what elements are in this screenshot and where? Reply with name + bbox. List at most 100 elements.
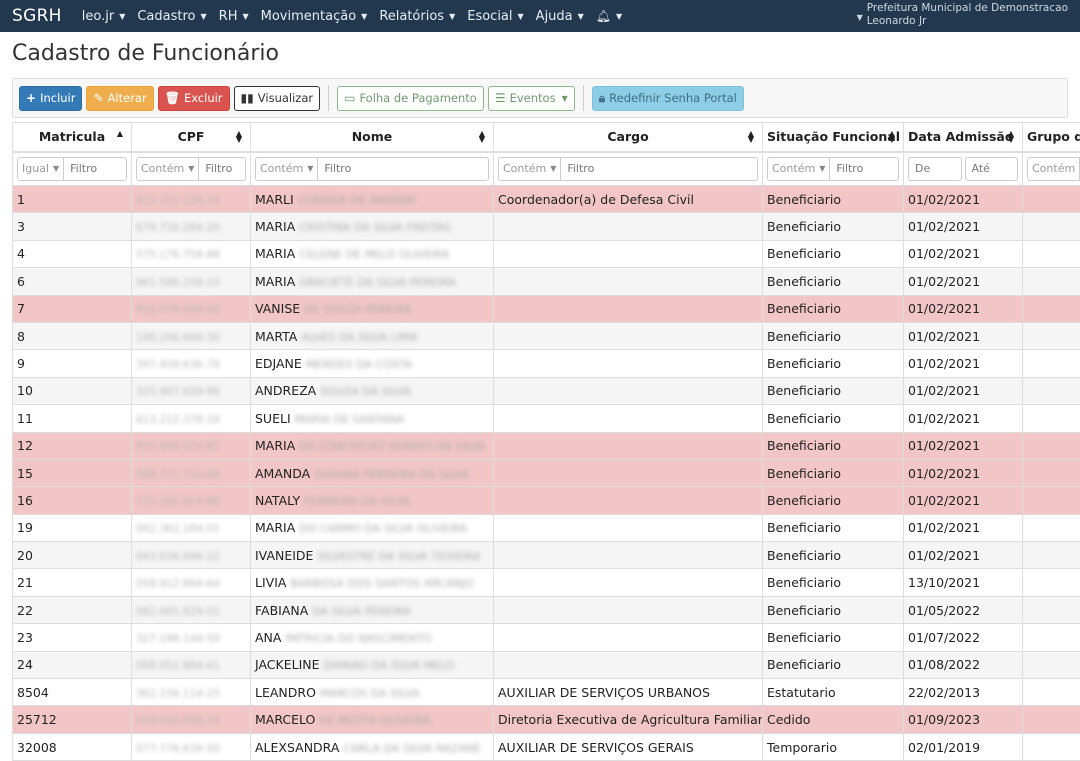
cell-grupo bbox=[1023, 514, 1080, 541]
filter-cpf-operator[interactable]: Contém▼ bbox=[137, 158, 199, 180]
header-data-admissao[interactable]: Data Admissão▲▼ bbox=[904, 123, 1023, 152]
filter-admissao-to[interactable]: Até bbox=[965, 157, 1019, 181]
cell-matricula: 20 bbox=[13, 542, 132, 569]
cell-cpf: 043.636.094-22 bbox=[132, 542, 251, 569]
menu-relatorios[interactable]: Relatórios▼ bbox=[373, 9, 461, 24]
filter-matricula-operator[interactable]: Igual ▼ bbox=[18, 158, 64, 180]
filter-situacao-cell: Contém▼Filtro bbox=[763, 152, 904, 186]
filter-nome-operator[interactable]: Contém▼ bbox=[256, 158, 318, 180]
excluir-button[interactable]: 🗑︎Excluir bbox=[158, 86, 230, 111]
cell-cargo bbox=[494, 596, 763, 623]
folha-label: Folha de Pagamento bbox=[359, 91, 476, 105]
eventos-dropdown[interactable]: ☰Eventos▼ bbox=[488, 86, 575, 111]
first-name: MARIA bbox=[255, 274, 295, 289]
cell-admissao: 01/02/2021 bbox=[904, 542, 1023, 569]
redefinir-label: Redefinir Senha Portal bbox=[609, 91, 737, 105]
menu-esocial[interactable]: Esocial▼ bbox=[461, 9, 529, 24]
cell-grupo bbox=[1023, 268, 1080, 295]
filter-matricula-input[interactable]: Filtro bbox=[64, 158, 126, 180]
filter-matricula-cell: Igual ▼ Filtro bbox=[13, 152, 132, 186]
menu-cadastro[interactable]: Cadastro▼ bbox=[131, 9, 212, 24]
cell-admissao: 01/02/2021 bbox=[904, 268, 1023, 295]
folha-pagamento-button[interactable]: ▭ Folha de Pagamento bbox=[337, 86, 484, 111]
header-grupo[interactable]: Grupo d bbox=[1023, 123, 1080, 152]
cell-admissao: 01/02/2021 bbox=[904, 487, 1023, 514]
header-nome[interactable]: Nome▲▼ bbox=[251, 123, 494, 152]
alterar-button[interactable]: ✎Alterar bbox=[86, 86, 153, 111]
cell-cpf: 008.052.884-61 bbox=[132, 651, 251, 678]
filter-cpf-input[interactable]: Filtro bbox=[199, 158, 245, 180]
menu-notifications[interactable]: 🔔︎▼ bbox=[590, 9, 628, 23]
filter-row: Igual▼Filtro Contém▼Filtro Contém▼Filtro… bbox=[13, 152, 1080, 186]
menu-rh[interactable]: RH▼ bbox=[213, 9, 255, 24]
cell-grupo bbox=[1023, 487, 1080, 514]
chevron-down-icon: ▼ bbox=[550, 164, 556, 173]
header-cpf[interactable]: CPF▲▼ bbox=[132, 123, 251, 152]
filter-cargo-operator[interactable]: Contém▼ bbox=[499, 158, 561, 180]
header-matricula[interactable]: Matricula▲ bbox=[13, 123, 132, 152]
first-name: VANISE bbox=[255, 301, 300, 316]
filter-nome-input[interactable]: Filtro bbox=[318, 158, 488, 180]
first-name: IVANEIDE bbox=[255, 548, 313, 563]
menu-ajuda[interactable]: Ajuda▼ bbox=[530, 9, 590, 24]
redefinir-senha-button[interactable]: 🔒︎Redefinir Senha Portal bbox=[592, 86, 744, 111]
cell-grupo bbox=[1023, 596, 1080, 623]
menu-user[interactable]: leo.jr▼ bbox=[76, 9, 132, 24]
cell-admissao: 01/02/2021 bbox=[904, 350, 1023, 377]
cell-cpf: 679.716.284-20 bbox=[132, 213, 251, 240]
cell-cpf: 058.912.864-64 bbox=[132, 569, 251, 596]
org-user-menu[interactable]: ▼ Prefeitura Municipal de Demonstracao L… bbox=[855, 2, 1068, 28]
cell-situacao: Beneficiario bbox=[763, 295, 904, 322]
cpf-value: 327.198.144-50 bbox=[136, 633, 220, 645]
cell-situacao: Beneficiario bbox=[763, 268, 904, 295]
menu-movimentacao[interactable]: Movimentação▼ bbox=[255, 9, 374, 24]
incluir-label: Incluir bbox=[40, 91, 75, 105]
header-cargo[interactable]: Cargo▲▼ bbox=[494, 123, 763, 152]
incluir-button[interactable]: +Incluir bbox=[19, 86, 82, 111]
filter-admissao-from[interactable]: De bbox=[908, 157, 962, 181]
money-icon: ▭ bbox=[344, 91, 355, 105]
chevron-down-icon: ▼ bbox=[53, 164, 59, 173]
cell-admissao: 01/08/2022 bbox=[904, 651, 1023, 678]
brand-logo[interactable]: SGRH bbox=[0, 6, 76, 26]
surname: MARCOS DA SILVA bbox=[320, 687, 420, 700]
filter-grupo-operator[interactable]: Contém bbox=[1028, 158, 1080, 180]
operator-label: Igual bbox=[22, 162, 49, 175]
filter-situacao-operator[interactable]: Contém▼ bbox=[768, 158, 830, 180]
sort-icon: ▲▼ bbox=[889, 131, 895, 143]
cell-admissao: 01/09/2023 bbox=[904, 706, 1023, 733]
top-navbar: SGRH leo.jr▼ Cadastro▼ RH▼ Movimentação▼… bbox=[0, 0, 1080, 32]
cell-cpf: 325.907.659-96 bbox=[132, 377, 251, 404]
filter-cargo-input[interactable]: Filtro bbox=[561, 158, 757, 180]
menu-ajuda-label: Ajuda bbox=[536, 9, 573, 24]
cell-cargo: Diretoria Executiva de Agricultura Famil… bbox=[494, 706, 763, 733]
cell-matricula: 23 bbox=[13, 624, 132, 651]
filter-situacao-input[interactable]: Filtro bbox=[830, 158, 898, 180]
cell-cargo bbox=[494, 514, 763, 541]
header-situacao[interactable]: Situação Funcional▲▼ bbox=[763, 123, 904, 152]
visualizar-button[interactable]: ▮▮Visualizar bbox=[234, 86, 321, 111]
